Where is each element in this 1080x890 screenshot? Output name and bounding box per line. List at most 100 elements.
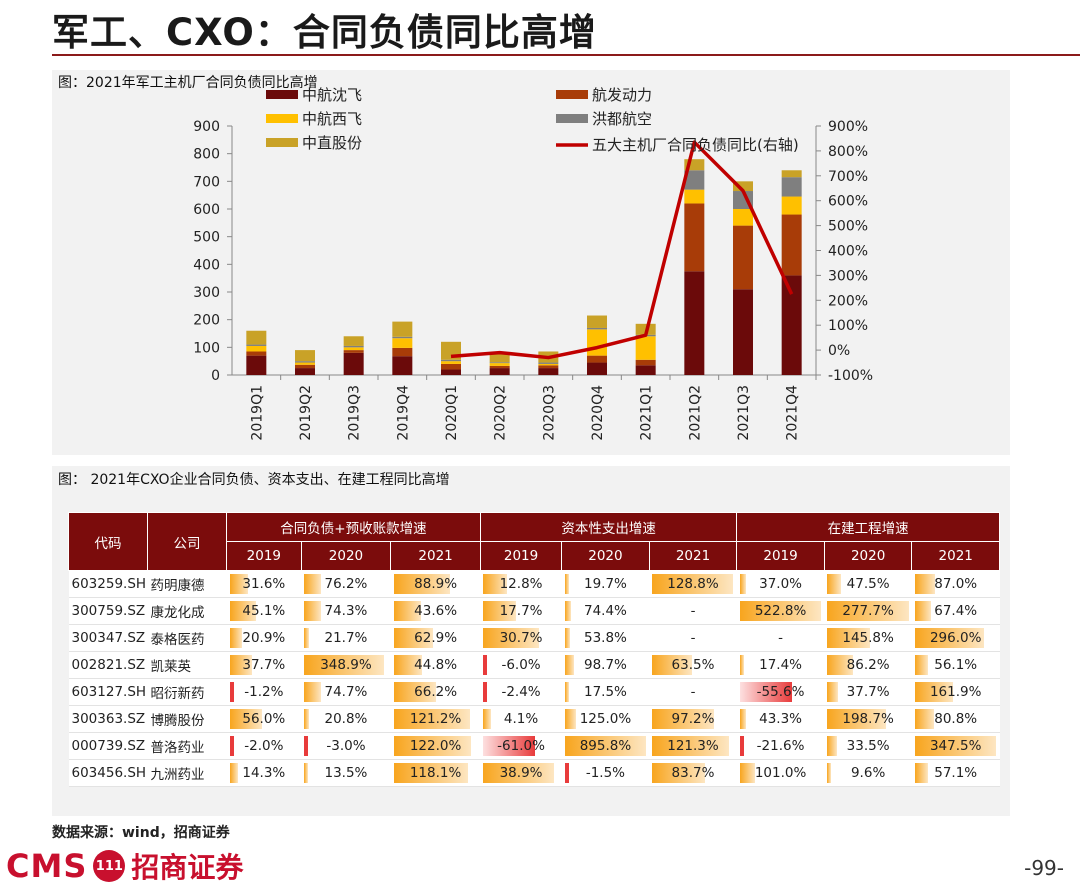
cell-databar <box>827 628 871 648</box>
cell-value: 56.1% <box>911 651 1000 679</box>
header-group-capex: 资本性支出增速 <box>479 512 738 542</box>
cell-value: -55.6% <box>736 678 825 706</box>
cell-text: 53.8% <box>583 630 627 646</box>
cell-databar <box>827 709 886 729</box>
cell-code: 603259.SH <box>68 570 148 598</box>
legend-label: 洪都航空 <box>592 110 652 128</box>
cell-text: 20.8% <box>324 711 368 727</box>
cell-value: 88.9% <box>390 570 481 598</box>
y2-tick-label: 200% <box>828 293 868 309</box>
cell-value: 895.8% <box>561 732 650 760</box>
cell-databar-negative <box>564 763 569 783</box>
bar-segment <box>343 347 364 351</box>
cell-text: 57.1% <box>934 765 978 781</box>
cell-value: 347.5% <box>911 732 1000 760</box>
bar-segment <box>684 203 705 272</box>
cell-text: 74.3% <box>324 603 368 619</box>
cell-value: 87.0% <box>911 570 1000 598</box>
header-year: 2020 <box>561 541 650 571</box>
cell-company: 康龙化成 <box>147 597 227 625</box>
bar-segment <box>489 363 510 366</box>
cell-text: 63.5% <box>671 657 715 673</box>
cell-value: 101.0% <box>736 759 825 787</box>
cell-value: 86.2% <box>824 651 912 679</box>
x-tick-label: 2019Q1 <box>249 385 265 441</box>
cell-databar <box>564 574 569 594</box>
cell-value: 125.0% <box>561 705 650 733</box>
bar-segment <box>587 315 607 328</box>
cell-text: 37.7% <box>846 684 890 700</box>
bar-segment <box>489 368 510 375</box>
cell-text: 86.2% <box>846 657 890 673</box>
cell-text: - <box>690 603 696 619</box>
bar-segment <box>684 159 705 171</box>
cell-databar <box>564 709 577 729</box>
cell-code: 300363.SZ <box>68 705 148 733</box>
cell-databar-negative <box>739 682 792 702</box>
cell-text: 13.5% <box>324 765 368 781</box>
table-row: 000739.SZ 普洛药业 -2.0% -3.0% 122.0% -61.0% 895.8… <box>68 732 1000 760</box>
cell-databar <box>393 709 471 729</box>
bar-segment <box>489 362 510 364</box>
cell-value: 98.7% <box>561 651 650 679</box>
cell-text: 17.7% <box>499 603 543 619</box>
cell-value: 74.4% <box>561 597 650 625</box>
header-year: 2021 <box>390 541 481 571</box>
cell-value: 62.9% <box>390 624 481 652</box>
cell-value: 63.5% <box>649 651 737 679</box>
cell-text: 45.1% <box>242 603 286 619</box>
cell-databar <box>564 682 569 702</box>
cell-value: 20.8% <box>301 705 391 733</box>
cell-databar <box>304 628 310 648</box>
cell-databar <box>739 763 756 783</box>
cell-value: 76.2% <box>301 570 391 598</box>
cell-text: 128.8% <box>667 576 719 592</box>
cell-value: 45.1% <box>226 597 302 625</box>
cell-value: 74.3% <box>301 597 391 625</box>
cell-value: 43.3% <box>736 705 825 733</box>
legend-label: 五大主机厂合同负债同比(右轴) <box>592 136 799 154</box>
table-row: 603259.SH 药明康德 31.6% 76.2% 88.9% 12.8% 19.7% 12… <box>68 570 1000 598</box>
cell-databar <box>564 736 647 756</box>
cell-text: 33.5% <box>846 738 890 754</box>
cell-databar <box>304 655 384 675</box>
cell-value: 74.7% <box>301 678 391 706</box>
cell-text: 62.9% <box>414 630 458 646</box>
cell-text: 31.6% <box>242 576 286 592</box>
header-group-cip: 在建工程增速 <box>736 512 1000 542</box>
cell-company: 泰格医药 <box>147 624 227 652</box>
cell-databar <box>652 709 714 729</box>
x-tick-label: 2020Q4 <box>590 385 606 441</box>
cell-text: 348.9% <box>320 657 372 673</box>
cell-databar <box>229 574 248 594</box>
cell-databar-negative <box>304 736 309 756</box>
page-number: -99- <box>1024 856 1064 880</box>
bar-segment <box>343 352 364 375</box>
y-tick-label: 100 <box>193 340 220 356</box>
cell-databar <box>827 682 839 702</box>
cell-text: 38.9% <box>499 765 543 781</box>
cell-text: 145.8% <box>842 630 894 646</box>
bar-segment <box>587 329 607 356</box>
cell-text: 43.6% <box>414 603 458 619</box>
header-year: 2021 <box>648 541 738 571</box>
cell-databar <box>229 655 252 675</box>
cell-value: 44.8% <box>390 651 481 679</box>
header-year: 2020 <box>823 541 913 571</box>
table-row: 300363.SZ 博腾股份 56.0% 20.8% 121.2% 4.1% 125.0% 9… <box>68 705 1000 733</box>
cell-databar <box>739 574 746 594</box>
cell-databar-negative <box>483 655 488 675</box>
cell-value: 43.6% <box>390 597 481 625</box>
cell-value: 12.8% <box>480 570 562 598</box>
y-tick-label: 600 <box>193 202 220 218</box>
cell-databar <box>229 763 238 783</box>
cell-text: 67.4% <box>934 603 978 619</box>
x-tick-label: 2020Q2 <box>493 385 509 441</box>
legend-swatch <box>266 114 298 123</box>
x-tick-label: 2021Q4 <box>785 385 801 441</box>
cell-text: 98.7% <box>583 657 627 673</box>
y-tick-label: 0 <box>211 368 220 384</box>
cell-databar <box>914 709 934 729</box>
y2-tick-label: 600% <box>828 194 868 210</box>
cell-value: 118.1% <box>390 759 481 787</box>
